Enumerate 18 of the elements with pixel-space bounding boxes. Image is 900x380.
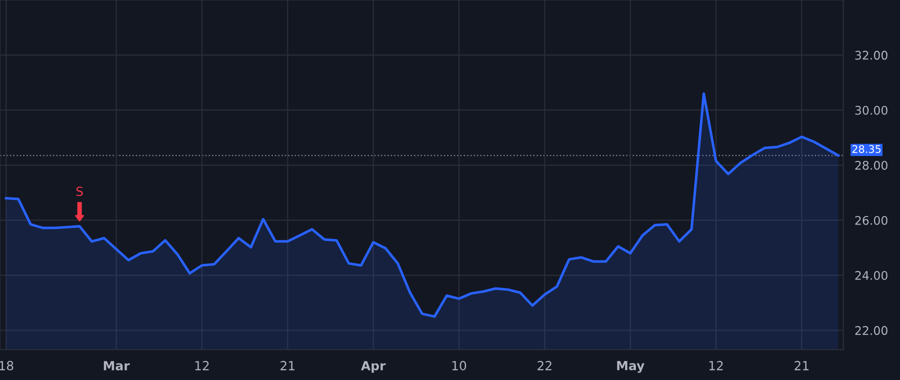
y-tick-label: 26.00 <box>855 216 888 225</box>
ref-line-label: 28.35 <box>852 145 881 153</box>
x-tick-label: May <box>617 361 644 373</box>
y-tick-label: 32.00 <box>855 50 888 60</box>
x-tick-label: 21 <box>794 360 808 370</box>
y-tick-label: 24.00 <box>855 271 888 280</box>
x-tick-label: Apr <box>360 361 386 373</box>
x-tick-label: 12 <box>195 360 209 370</box>
x-tick-label: 21 <box>280 360 294 370</box>
x-tick-label: 10 <box>452 360 466 370</box>
x-tick-label: Mar <box>104 361 130 370</box>
y-tick-label: 30.00 <box>855 106 888 115</box>
x-tick-label: 12 <box>709 360 723 370</box>
annotation: S <box>76 186 83 196</box>
x-tick-label: 18 <box>0 360 14 370</box>
x-tick-label: 22 <box>538 360 552 370</box>
y-tick-label: 28.00 <box>855 160 888 170</box>
y-tick-label: 22.00 <box>855 326 888 335</box>
